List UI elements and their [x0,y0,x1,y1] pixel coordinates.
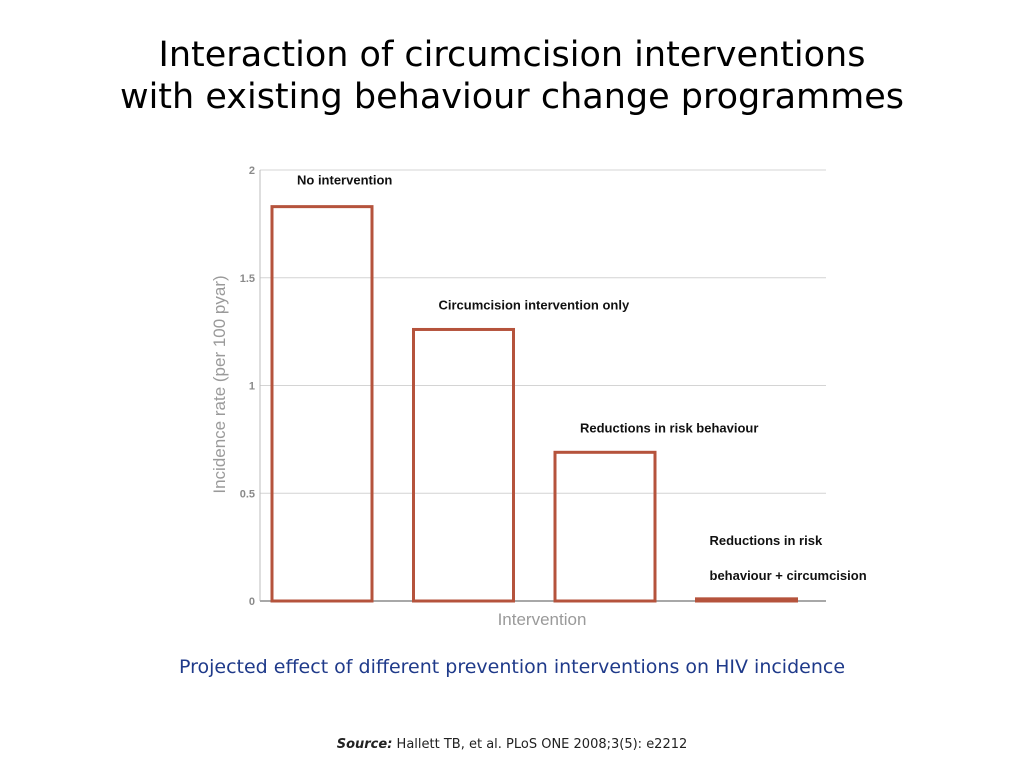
figure-caption: Projected effect of different prevention… [178,656,846,678]
incidence-bar-chart: 0 0.5 1 1.5 2 No intervention Circumcision int… [210,165,867,629]
bar [695,597,798,603]
y-tick-label: 2 [249,165,255,177]
y-tick-label: 0 [249,596,255,608]
source-label: Source: [336,737,393,752]
source-citation: Source: Hallett TB, et al. PLoS ONE 2008… [0,737,1024,752]
y-tick-label: 1.5 [240,273,255,285]
bar-category-label: Reductions in risk [710,533,823,548]
slide-title: Interaction of circumcision intervention… [0,34,1024,118]
bar [553,450,657,603]
bar-category-label: behaviour + circumcision [710,568,867,583]
bar [412,327,515,603]
y-tick-label: 1 [249,381,255,393]
y-axis-title: Incidence rate (per 100 pyar) [210,275,229,493]
bar-category-label: No intervention [297,173,392,188]
bar-category-label: Circumcision intervention only [439,297,630,312]
slide-title-line-1: Interaction of circumcision intervention… [158,35,866,75]
source-text: Hallett TB, et al. PLoS ONE 2008;3(5): e… [396,737,688,752]
x-axis-title: Intervention [498,610,587,629]
y-tick-label: 0.5 [240,488,255,500]
bar-category-label: Reductions in risk behaviour [580,420,758,435]
bar [270,205,374,603]
slide-title-line-2: with existing behaviour change programme… [119,77,905,117]
